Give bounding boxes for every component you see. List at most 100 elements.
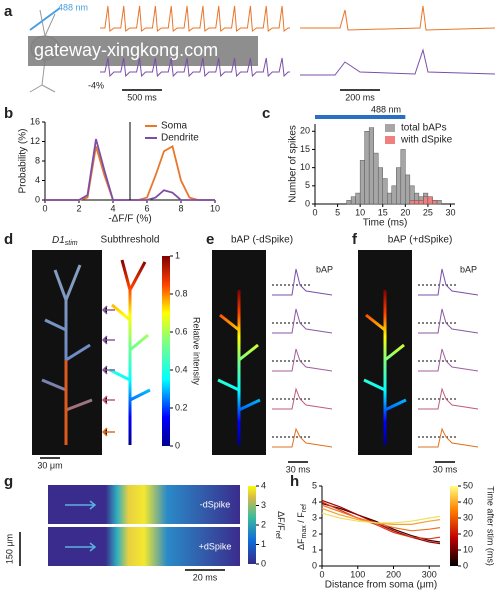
x-axis-label: Distance from soma (μm) (325, 580, 437, 591)
x-axis-label: -ΔF/F (%) (108, 214, 151, 225)
legend-key (385, 124, 395, 132)
x-tick-label: 200 (386, 569, 401, 579)
bar (414, 200, 420, 205)
panel-letter: a (4, 3, 13, 20)
colorbar-tick-label: 3 (261, 500, 266, 510)
title-sub: stim (65, 240, 78, 247)
y-tick-label: 5 (312, 480, 317, 490)
legend-label: total bAPs (401, 123, 447, 134)
x-tick-label: 0 (319, 569, 324, 579)
bar (409, 200, 415, 205)
bar (350, 196, 356, 205)
colorbar-tick-label: 0.2 (175, 402, 188, 412)
trace (418, 427, 479, 448)
bar (418, 200, 424, 205)
trace (272, 427, 333, 448)
x-tick-label: 0 (312, 207, 317, 217)
y-tick-label: 20 (300, 126, 310, 136)
colorbar-tick-label: 0 (463, 560, 468, 570)
colorbar (450, 486, 458, 566)
legend-label: Dendrite (161, 133, 199, 144)
bar (396, 167, 402, 205)
bar (368, 127, 374, 205)
colorbar-tick-label: 2 (261, 519, 266, 529)
trace (272, 348, 333, 372)
bar (364, 131, 370, 205)
colorbar-label: Relative intensity (192, 317, 202, 386)
arrows (101, 305, 115, 437)
y-tick-label: 15 (300, 144, 310, 154)
bar (423, 196, 429, 205)
row-label: -dSpike (200, 499, 231, 509)
trace (272, 387, 333, 410)
colorbar-tick-label: 1 (261, 539, 266, 549)
panel-letter: c (262, 105, 270, 122)
panel-letter: b (4, 105, 13, 122)
panel-letter: f (352, 231, 358, 248)
x-tick-label: 5 (335, 207, 340, 217)
neuron (217, 290, 261, 445)
bar (382, 178, 388, 205)
scalebar-label: 150 μm (4, 534, 14, 564)
trace-label: bAP (460, 264, 477, 274)
wavelength: 488 nm (58, 2, 88, 12)
neuron (363, 290, 407, 445)
colorbar-tick-label: 1 (175, 250, 180, 260)
y-tick-label: 0 (305, 198, 310, 208)
y-tick-label: 8 (35, 155, 40, 165)
arrows (65, 500, 97, 552)
y-tick-label: 3 (312, 512, 317, 522)
x-tick-label: 10 (210, 203, 220, 213)
colorbar-tick-label: 0.6 (175, 326, 188, 336)
trace (300, 48, 496, 76)
x-tick-label: 300 (422, 569, 437, 579)
bar (373, 152, 379, 205)
bar (377, 167, 383, 205)
panel-title: D1stim (52, 235, 78, 247)
colorbar (162, 256, 170, 446)
y-tick-label: 4 (312, 496, 317, 506)
series-line (321, 499, 441, 545)
series-line (321, 507, 441, 525)
label-part: / F (296, 512, 306, 526)
bar (346, 200, 352, 205)
neuron (109, 259, 151, 445)
y-tick-label: 12 (30, 136, 40, 146)
scalebar-label: 500 ms (127, 92, 157, 102)
title-main: D1 (52, 235, 65, 246)
stim-label: 488 nm (371, 104, 401, 114)
panel-title: Subthreshold (101, 235, 160, 246)
trace (100, 5, 290, 32)
scale-label: -4% (88, 80, 104, 90)
y-tick-label: 0 (312, 560, 317, 570)
bar (391, 185, 397, 205)
x-tick-label: 25 (423, 207, 433, 217)
x-tick-label: 20 (400, 207, 410, 217)
colorbar-tick-label: 0 (175, 440, 180, 450)
y-tick-label: 16 (30, 116, 40, 126)
stim-bar (315, 115, 406, 119)
traces (212, 250, 479, 455)
colorbar-tick-label: 40 (463, 496, 473, 506)
label-part: max (301, 525, 308, 539)
y-tick-label: 2 (312, 528, 317, 538)
bar (359, 160, 365, 205)
colorbar (248, 486, 256, 564)
label-part: ΔF (296, 538, 306, 550)
y-tick-label: 10 (300, 162, 310, 172)
bar (387, 192, 393, 205)
colorbar-tick-label: 30 (463, 512, 473, 522)
bar (405, 174, 411, 205)
trace (300, 5, 496, 31)
trace (272, 268, 333, 296)
panel-letter: g (4, 473, 13, 490)
label-sub: ref (274, 531, 281, 539)
x-axis-label: Time (ms) (363, 218, 408, 229)
y-tick-label: 4 (35, 175, 40, 185)
scalebar-label: 200 ms (345, 92, 375, 102)
colorbar-tick-label: 0 (261, 558, 266, 568)
colorbar-tick-label: 0.8 (175, 288, 188, 298)
axes (321, 486, 440, 567)
scalebar-label: 30 ms (286, 464, 311, 474)
